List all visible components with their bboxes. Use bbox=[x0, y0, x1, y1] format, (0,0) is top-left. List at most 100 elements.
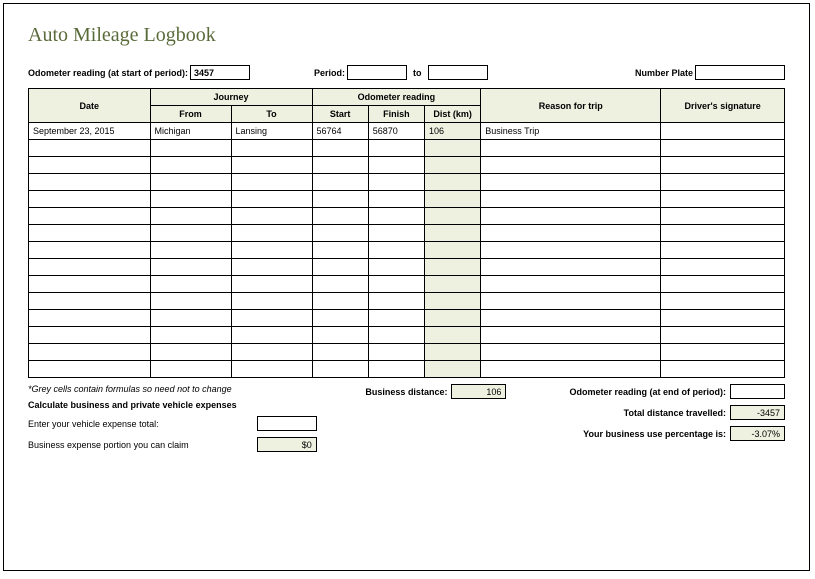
cell-reason[interactable] bbox=[481, 344, 661, 361]
cell-signature[interactable] bbox=[661, 191, 785, 208]
cell-signature[interactable] bbox=[661, 123, 785, 140]
cell-start[interactable] bbox=[312, 361, 368, 378]
cell-to[interactable] bbox=[231, 344, 312, 361]
cell-to[interactable] bbox=[231, 225, 312, 242]
cell-reason[interactable] bbox=[481, 259, 661, 276]
cell-start[interactable] bbox=[312, 225, 368, 242]
cell-finish[interactable] bbox=[368, 361, 424, 378]
cell-signature[interactable] bbox=[661, 327, 785, 344]
cell-signature[interactable] bbox=[661, 293, 785, 310]
cell-to[interactable]: Lansing bbox=[231, 123, 312, 140]
cell-signature[interactable] bbox=[661, 276, 785, 293]
odometer-start-input[interactable]: 3457 bbox=[190, 65, 250, 80]
cell-date[interactable] bbox=[29, 293, 151, 310]
cell-to[interactable] bbox=[231, 259, 312, 276]
cell-date[interactable] bbox=[29, 242, 151, 259]
cell-signature[interactable] bbox=[661, 225, 785, 242]
cell-signature[interactable] bbox=[661, 174, 785, 191]
cell-signature[interactable] bbox=[661, 259, 785, 276]
cell-signature[interactable] bbox=[661, 344, 785, 361]
cell-to[interactable] bbox=[231, 191, 312, 208]
cell-date[interactable] bbox=[29, 191, 151, 208]
expense-input[interactable] bbox=[257, 416, 317, 431]
cell-to[interactable] bbox=[231, 208, 312, 225]
cell-date[interactable] bbox=[29, 276, 151, 293]
cell-from[interactable] bbox=[150, 293, 231, 310]
cell-signature[interactable] bbox=[661, 310, 785, 327]
period-from-input[interactable] bbox=[347, 65, 407, 80]
cell-start[interactable] bbox=[312, 310, 368, 327]
cell-from[interactable] bbox=[150, 259, 231, 276]
cell-start[interactable]: 56764 bbox=[312, 123, 368, 140]
cell-finish[interactable] bbox=[368, 276, 424, 293]
cell-reason[interactable] bbox=[481, 208, 661, 225]
cell-finish[interactable] bbox=[368, 191, 424, 208]
cell-reason[interactable] bbox=[481, 242, 661, 259]
cell-finish[interactable] bbox=[368, 225, 424, 242]
cell-from[interactable] bbox=[150, 208, 231, 225]
cell-to[interactable] bbox=[231, 276, 312, 293]
cell-date[interactable] bbox=[29, 344, 151, 361]
cell-from[interactable] bbox=[150, 225, 231, 242]
cell-reason[interactable] bbox=[481, 327, 661, 344]
cell-finish[interactable] bbox=[368, 242, 424, 259]
cell-date[interactable] bbox=[29, 140, 151, 157]
cell-reason[interactable] bbox=[481, 191, 661, 208]
cell-to[interactable] bbox=[231, 327, 312, 344]
cell-finish[interactable]: 56870 bbox=[368, 123, 424, 140]
cell-reason[interactable] bbox=[481, 140, 661, 157]
cell-to[interactable] bbox=[231, 361, 312, 378]
cell-signature[interactable] bbox=[661, 242, 785, 259]
cell-from[interactable] bbox=[150, 310, 231, 327]
cell-finish[interactable] bbox=[368, 140, 424, 157]
cell-finish[interactable] bbox=[368, 310, 424, 327]
cell-start[interactable] bbox=[312, 259, 368, 276]
cell-from[interactable] bbox=[150, 344, 231, 361]
cell-signature[interactable] bbox=[661, 140, 785, 157]
cell-from[interactable] bbox=[150, 361, 231, 378]
cell-finish[interactable] bbox=[368, 259, 424, 276]
odo-end-input[interactable] bbox=[730, 384, 785, 399]
cell-start[interactable] bbox=[312, 157, 368, 174]
cell-from[interactable] bbox=[150, 327, 231, 344]
cell-from[interactable] bbox=[150, 191, 231, 208]
cell-finish[interactable] bbox=[368, 293, 424, 310]
cell-finish[interactable] bbox=[368, 208, 424, 225]
cell-finish[interactable] bbox=[368, 344, 424, 361]
cell-reason[interactable] bbox=[481, 276, 661, 293]
cell-finish[interactable] bbox=[368, 157, 424, 174]
cell-reason[interactable] bbox=[481, 225, 661, 242]
cell-reason[interactable] bbox=[481, 293, 661, 310]
cell-date[interactable] bbox=[29, 208, 151, 225]
number-plate-input[interactable] bbox=[695, 65, 785, 80]
cell-reason[interactable] bbox=[481, 174, 661, 191]
cell-from[interactable]: Michigan bbox=[150, 123, 231, 140]
cell-start[interactable] bbox=[312, 140, 368, 157]
cell-from[interactable] bbox=[150, 140, 231, 157]
cell-reason[interactable]: Business Trip bbox=[481, 123, 661, 140]
cell-start[interactable] bbox=[312, 276, 368, 293]
cell-signature[interactable] bbox=[661, 208, 785, 225]
cell-from[interactable] bbox=[150, 174, 231, 191]
cell-to[interactable] bbox=[231, 242, 312, 259]
cell-reason[interactable] bbox=[481, 310, 661, 327]
cell-date[interactable] bbox=[29, 259, 151, 276]
cell-date[interactable] bbox=[29, 157, 151, 174]
cell-start[interactable] bbox=[312, 191, 368, 208]
cell-signature[interactable] bbox=[661, 157, 785, 174]
cell-from[interactable] bbox=[150, 157, 231, 174]
cell-start[interactable] bbox=[312, 242, 368, 259]
period-to-input[interactable] bbox=[428, 65, 488, 80]
cell-date[interactable] bbox=[29, 310, 151, 327]
cell-to[interactable] bbox=[231, 293, 312, 310]
cell-date[interactable] bbox=[29, 327, 151, 344]
cell-from[interactable] bbox=[150, 276, 231, 293]
cell-start[interactable] bbox=[312, 174, 368, 191]
cell-start[interactable] bbox=[312, 344, 368, 361]
cell-to[interactable] bbox=[231, 140, 312, 157]
cell-reason[interactable] bbox=[481, 157, 661, 174]
cell-date[interactable]: September 23, 2015 bbox=[29, 123, 151, 140]
cell-to[interactable] bbox=[231, 174, 312, 191]
cell-start[interactable] bbox=[312, 208, 368, 225]
cell-signature[interactable] bbox=[661, 361, 785, 378]
